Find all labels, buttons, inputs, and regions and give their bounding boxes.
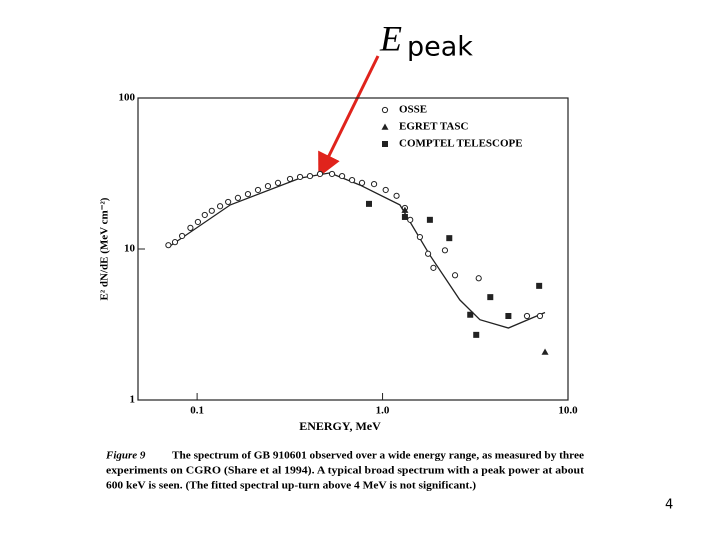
data-point: [338, 172, 346, 180]
data-point: [424, 250, 432, 257]
data-point: [401, 213, 408, 220]
y-axis-label: E² dN/dE (MeV cm⁻²): [99, 197, 111, 300]
data-point: [225, 198, 232, 206]
data-point: [541, 348, 549, 355]
data-point: [426, 216, 433, 223]
data-point: [296, 173, 304, 181]
page-number: 4: [665, 498, 673, 513]
data-point: [416, 233, 424, 241]
legend-label: OSSE: [399, 104, 427, 116]
data-point: [475, 275, 482, 282]
data-point: [165, 242, 172, 249]
caption-line: 600 keV is seen. (The fitted spectral up…: [106, 480, 476, 492]
annotation-symbol: E: [379, 18, 402, 58]
data-point: [467, 311, 474, 318]
data-point: [244, 190, 252, 198]
data-point: [536, 312, 544, 320]
data-point: [451, 272, 459, 279]
data-point: [370, 181, 378, 188]
caption-line: experiments on CGRO (Share et al 1994). …: [106, 465, 584, 477]
data-point: [382, 186, 389, 194]
legend-marker: [381, 106, 389, 114]
data-point: [365, 200, 372, 207]
data-point: [523, 312, 531, 320]
data-point: [401, 206, 409, 213]
data-point: [286, 175, 294, 183]
data-point: [208, 207, 215, 214]
data-point: [487, 294, 494, 301]
data-point: [430, 264, 437, 271]
x-tick-label: 0.1: [190, 405, 204, 417]
x-axis-label: ENERGY, MeV: [299, 419, 381, 433]
caption-label: Figure 9: [105, 450, 146, 462]
x-tick-label: 1.0: [376, 405, 390, 417]
data-point: [254, 186, 262, 194]
y-tick-label: 100: [119, 92, 136, 104]
data-point: [316, 170, 324, 178]
data-point: [264, 182, 272, 190]
data-point: [274, 179, 282, 186]
data-point: [306, 172, 314, 180]
legend-label: EGRET TASC: [399, 121, 468, 133]
data-point: [216, 203, 224, 210]
data-point: [234, 194, 242, 201]
data-point: [446, 235, 453, 242]
data-point: [358, 179, 366, 186]
caption-line: The spectrum of GB 910601 observed over …: [172, 450, 584, 462]
data-point: [348, 176, 356, 184]
y-tick-label: 1: [130, 394, 136, 406]
legend-marker: [382, 141, 388, 147]
data-point: [473, 331, 480, 338]
data-point: [441, 247, 449, 254]
data-point: [407, 216, 414, 223]
annotation-arrow: [318, 55, 380, 178]
fit-curve: [168, 172, 546, 329]
data-point: [393, 192, 400, 199]
data-point: [505, 312, 512, 319]
legend-label: COMPTEL TELESCOPE: [399, 138, 523, 150]
data-point: [187, 224, 194, 231]
legend-marker: [381, 123, 389, 130]
data-point: [328, 170, 336, 178]
y-tick-label: 10: [124, 243, 136, 255]
annotation-subscript: peak: [407, 32, 473, 63]
data-point: [171, 239, 179, 246]
x-tick-label: 10.0: [558, 405, 578, 417]
data-point: [194, 218, 202, 226]
data-point: [201, 211, 208, 219]
data-point: [179, 232, 186, 240]
data-point: [536, 282, 543, 289]
